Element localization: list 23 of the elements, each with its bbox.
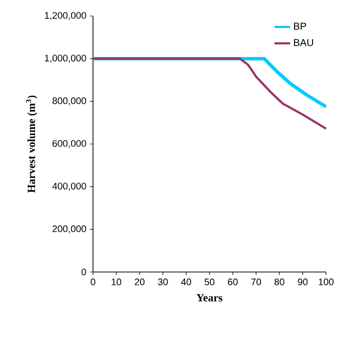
x-tick-label: 20	[134, 278, 145, 286]
y-tick-label: 1,200,000	[44, 12, 86, 20]
y-tick-label: 800,000	[52, 97, 86, 106]
x-tick-label: 40	[181, 278, 192, 286]
x-tick-label: 0	[90, 278, 96, 286]
y-tick-label: 0	[82, 268, 86, 276]
y-tick-label: 400,000	[52, 182, 86, 191]
x-tick-label: 50	[204, 278, 214, 286]
x-tick-label: 90	[298, 278, 308, 286]
x-tick-label: 80	[274, 278, 284, 286]
x-axis-title: Years	[196, 294, 222, 302]
x-tick-label: 70	[251, 278, 262, 286]
x-tick-label: 10	[112, 278, 122, 286]
x-tick-label: 60	[228, 278, 238, 286]
y-tick-label: 1,000,000	[44, 54, 86, 63]
y-tick-label: 600,000	[52, 140, 86, 148]
legend-label: BP	[294, 22, 306, 30]
y-axis-title: Harvest volume (m$^{3}$)	[26, 96, 38, 193]
line-series	[92, 58, 328, 130]
x-tick-label: 30	[158, 278, 168, 286]
legend-label: BAU	[294, 39, 314, 46]
y-tick-label: 200,000	[52, 225, 86, 234]
x-tick-label: 100	[318, 278, 334, 286]
